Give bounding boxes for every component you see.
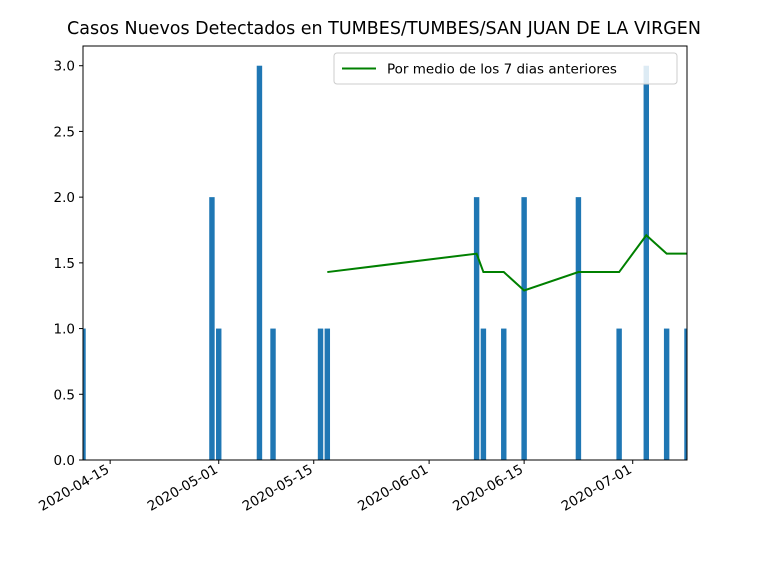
bar bbox=[209, 197, 215, 460]
chart-title: Casos Nuevos Detectados en TUMBES/TUMBES… bbox=[67, 19, 701, 39]
series-line bbox=[327, 233, 687, 292]
y-tick-label: 1.0 bbox=[54, 322, 75, 338]
x-tick-label: 2020-07-01 bbox=[559, 462, 635, 515]
x-tick-label: 2020-05-01 bbox=[145, 462, 221, 515]
line-layer bbox=[327, 233, 687, 292]
bar bbox=[643, 65, 649, 460]
bar bbox=[521, 197, 527, 460]
y-tick-label: 0.0 bbox=[54, 453, 75, 469]
bar bbox=[256, 65, 263, 460]
bar bbox=[501, 328, 507, 460]
x-tick-label: 2020-06-01 bbox=[355, 462, 431, 515]
x-tick-label: 2020-06-15 bbox=[450, 462, 526, 515]
bar bbox=[616, 328, 622, 460]
bar bbox=[663, 328, 670, 460]
y-tick-label: 2.5 bbox=[54, 124, 75, 140]
bar bbox=[83, 328, 86, 460]
bar bbox=[324, 328, 331, 460]
bar bbox=[317, 328, 324, 460]
bars-layer bbox=[83, 65, 687, 460]
y-tick-label: 0.5 bbox=[54, 387, 75, 403]
legend: Por medio de los 7 dias anteriores bbox=[333, 52, 678, 85]
x-tick-label: 2020-04-15 bbox=[36, 462, 112, 515]
y-tick-label: 3.0 bbox=[54, 59, 75, 75]
bar bbox=[684, 328, 687, 460]
axes-layer: 0.0 0.5 1.0 1.5 2.0 2.5 3.0 2020-04-15 2020-05-0… bbox=[36, 45, 688, 515]
bar bbox=[473, 197, 480, 460]
legend-label: Por medio de los 7 dias anteriores bbox=[387, 62, 617, 78]
y-tick-label: 2.0 bbox=[54, 190, 75, 206]
y-tick-label: 1.5 bbox=[54, 256, 75, 272]
bar bbox=[575, 197, 582, 460]
bar bbox=[270, 328, 276, 460]
plot-frame bbox=[82, 45, 688, 461]
x-tick-label: 2020-05-15 bbox=[240, 462, 316, 515]
legend-box bbox=[333, 52, 678, 85]
bar bbox=[216, 328, 222, 460]
bar bbox=[480, 328, 487, 460]
